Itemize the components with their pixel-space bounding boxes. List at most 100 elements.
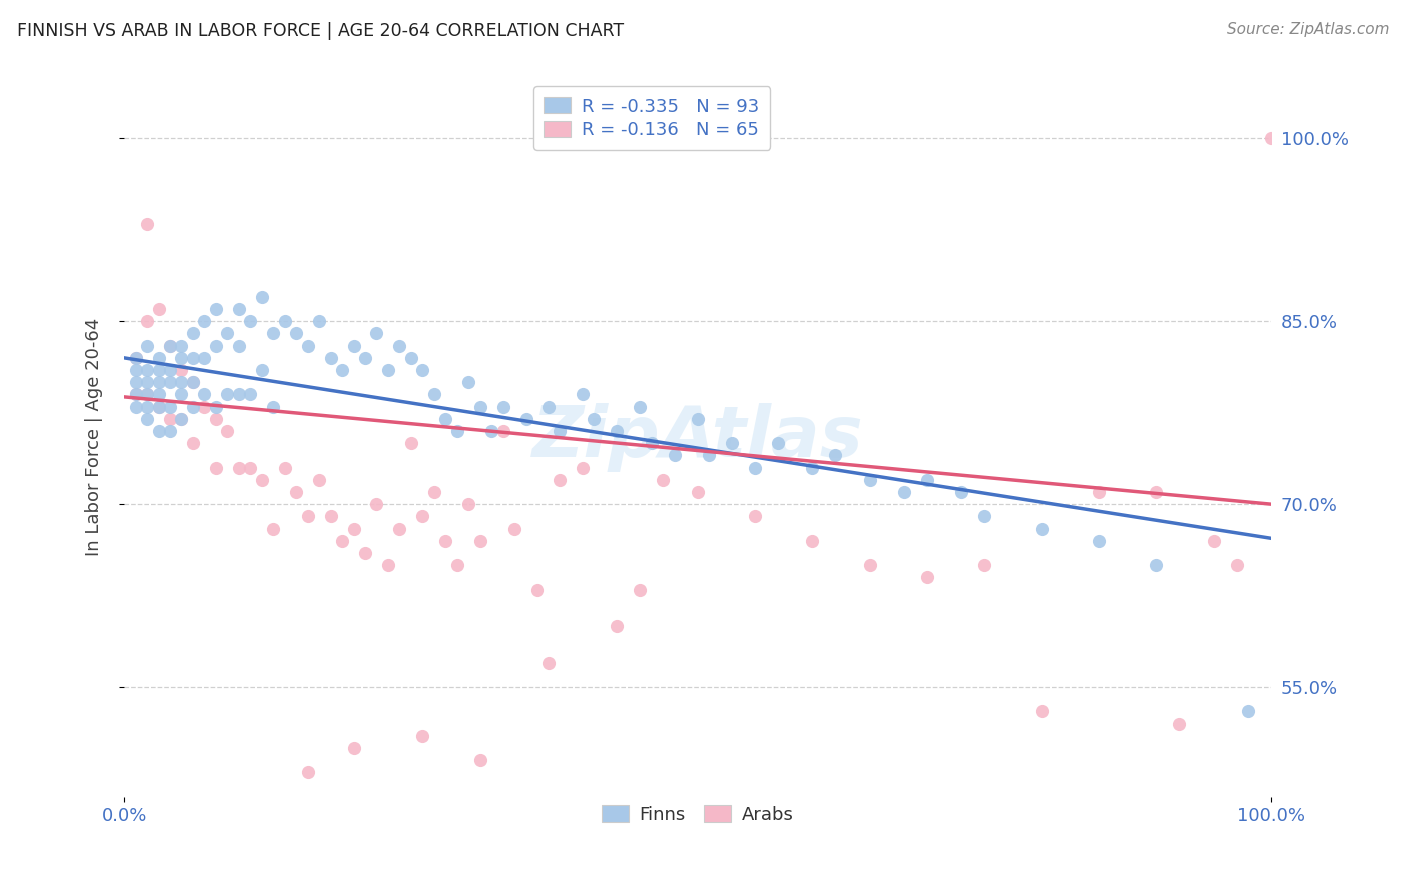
Point	[423, 387, 446, 401]
Point	[744, 460, 766, 475]
Point	[319, 351, 342, 365]
Point	[423, 485, 446, 500]
Point	[411, 729, 433, 743]
Point	[239, 314, 262, 328]
Point	[399, 351, 422, 365]
Point	[124, 351, 146, 365]
Point	[377, 363, 399, 377]
Point	[515, 412, 537, 426]
Point	[136, 387, 159, 401]
Point	[136, 363, 159, 377]
Point	[859, 558, 882, 573]
Point	[457, 497, 479, 511]
Point	[124, 363, 146, 377]
Point	[950, 485, 973, 500]
Point	[273, 314, 295, 328]
Point	[766, 436, 789, 450]
Point	[1088, 533, 1111, 548]
Point	[1031, 705, 1053, 719]
Point	[572, 460, 595, 475]
Point	[148, 400, 170, 414]
Point	[468, 753, 491, 767]
Point	[915, 473, 938, 487]
Point	[217, 326, 239, 341]
Legend: Finns, Arabs: Finns, Arabs	[591, 795, 804, 835]
Point	[330, 363, 353, 377]
Point	[136, 376, 159, 390]
Point	[973, 558, 995, 573]
Point	[217, 424, 239, 438]
Point	[148, 387, 170, 401]
Point	[411, 509, 433, 524]
Point	[859, 473, 882, 487]
Point	[205, 302, 228, 317]
Point	[250, 473, 273, 487]
Point	[388, 339, 411, 353]
Point	[388, 522, 411, 536]
Point	[136, 314, 159, 328]
Point	[342, 339, 364, 353]
Point	[205, 400, 228, 414]
Point	[297, 765, 319, 780]
Point	[148, 363, 170, 377]
Point	[228, 387, 250, 401]
Point	[159, 400, 181, 414]
Point	[1226, 558, 1249, 573]
Point	[181, 351, 204, 365]
Point	[354, 351, 377, 365]
Point	[148, 302, 170, 317]
Point	[228, 460, 250, 475]
Point	[491, 400, 513, 414]
Point	[1202, 533, 1225, 548]
Point	[342, 522, 364, 536]
Point	[1088, 485, 1111, 500]
Point	[1144, 558, 1167, 573]
Point	[181, 400, 204, 414]
Point	[239, 460, 262, 475]
Point	[262, 400, 284, 414]
Point	[686, 412, 709, 426]
Point	[159, 363, 181, 377]
Point	[159, 339, 181, 353]
Point	[297, 509, 319, 524]
Point	[537, 656, 560, 670]
Point	[193, 314, 215, 328]
Point	[366, 326, 388, 341]
Point	[628, 582, 651, 597]
Point	[273, 460, 295, 475]
Point	[285, 485, 308, 500]
Point	[366, 497, 388, 511]
Point	[915, 570, 938, 584]
Point	[285, 326, 308, 341]
Point	[801, 533, 824, 548]
Point	[468, 533, 491, 548]
Point	[537, 400, 560, 414]
Point	[308, 473, 330, 487]
Point	[686, 485, 709, 500]
Point	[606, 619, 628, 633]
Point	[503, 522, 526, 536]
Point	[193, 351, 215, 365]
Point	[124, 400, 146, 414]
Point	[548, 424, 571, 438]
Point	[479, 424, 502, 438]
Point	[434, 533, 457, 548]
Point	[148, 424, 170, 438]
Point	[721, 436, 744, 450]
Point	[628, 400, 651, 414]
Point	[205, 339, 228, 353]
Point	[744, 509, 766, 524]
Point	[124, 387, 146, 401]
Point	[262, 326, 284, 341]
Point	[205, 412, 228, 426]
Point	[181, 376, 204, 390]
Point	[377, 558, 399, 573]
Point	[193, 400, 215, 414]
Point	[193, 387, 215, 401]
Point	[136, 217, 159, 231]
Point	[457, 376, 479, 390]
Point	[319, 509, 342, 524]
Point	[652, 473, 675, 487]
Point	[170, 412, 193, 426]
Point	[170, 412, 193, 426]
